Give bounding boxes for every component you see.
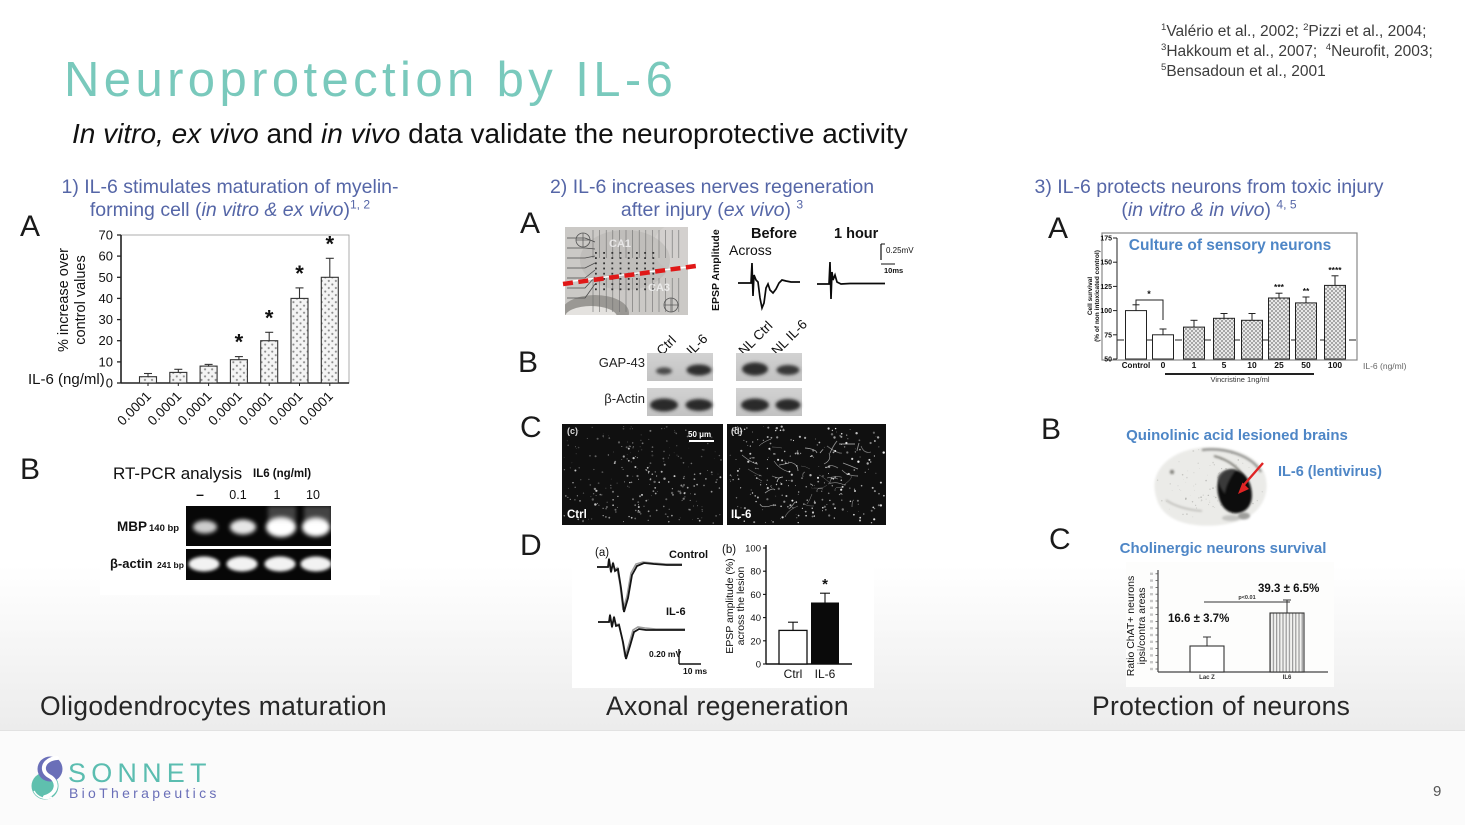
svg-text:Control: Control <box>1122 361 1150 370</box>
svg-text:–: – <box>196 486 204 502</box>
svg-text:10: 10 <box>1247 360 1257 370</box>
svg-text:1 hour: 1 hour <box>834 226 879 242</box>
svg-text:1: 1 <box>274 488 281 502</box>
svg-text:Before: Before <box>751 226 797 242</box>
svg-text:0.20 mV: 0.20 mV <box>649 649 681 659</box>
svg-text:10 ms: 10 ms <box>683 666 707 676</box>
svg-text:*: * <box>326 231 335 256</box>
svg-text:IL-6 (ng/ml): IL-6 (ng/ml) <box>1363 361 1407 371</box>
svg-text:Control: Control <box>669 549 708 561</box>
svg-text:IL-6: IL-6 <box>815 667 836 681</box>
svg-text:0: 0 <box>106 376 113 391</box>
svg-text:RT-PCR analysis: RT-PCR analysis <box>113 464 242 483</box>
svg-text:10: 10 <box>99 354 113 369</box>
svg-text:*: * <box>235 330 244 355</box>
svg-text:39.3 ± 6.5%: 39.3 ± 6.5% <box>1258 583 1319 595</box>
svg-text:25: 25 <box>1274 360 1284 370</box>
svg-text:% increase over: % increase over <box>56 248 72 352</box>
svg-text:IL-6: IL-6 <box>666 606 686 618</box>
svg-text:16.6 ± 3.7%: 16.6 ± 3.7% <box>1168 613 1229 625</box>
svg-text:40: 40 <box>750 613 761 624</box>
svg-text:0.1: 0.1 <box>229 488 246 502</box>
svg-text:20: 20 <box>99 333 113 348</box>
svg-text:50 μm: 50 μm <box>688 430 711 439</box>
svg-text:100: 100 <box>745 544 761 555</box>
svg-text:IL-6 (lentivirus): IL-6 (lentivirus) <box>1278 464 1382 480</box>
svg-text:Quinolinic acid lesioned brain: Quinolinic acid lesioned brains <box>1126 427 1348 444</box>
svg-text:**: ** <box>1303 286 1310 296</box>
svg-text:10: 10 <box>306 488 320 502</box>
svg-text:Across: Across <box>729 242 772 258</box>
svg-text:70: 70 <box>99 228 113 243</box>
svg-text:*: * <box>822 576 828 593</box>
svg-text:Lac Z: Lac Z <box>1199 675 1215 681</box>
svg-text:80: 80 <box>750 567 761 578</box>
svg-text:EPSP Amplitude: EPSP Amplitude <box>710 229 722 311</box>
svg-text:150: 150 <box>1100 260 1112 267</box>
svg-text:across the lesion: across the lesion <box>735 566 747 645</box>
svg-text:140 bp: 140 bp <box>149 523 179 534</box>
svg-text:(d): (d) <box>731 426 743 436</box>
svg-text:p<0.01: p<0.01 <box>1238 595 1255 601</box>
svg-text:NL IL-6: NL IL-6 <box>769 317 811 359</box>
svg-text:Cell survival: Cell survival <box>1087 277 1094 315</box>
svg-text:Culture of sensory neurons: Culture of sensory neurons <box>1129 237 1331 254</box>
svg-text:20: 20 <box>750 636 761 647</box>
svg-text:100: 100 <box>1328 360 1342 370</box>
svg-text:BioTherapeutics: BioTherapeutics <box>69 785 220 801</box>
svg-text:0: 0 <box>1161 360 1166 370</box>
svg-text:ipsi/contra areas: ipsi/contra areas <box>1136 587 1148 664</box>
svg-text:Ctrl: Ctrl <box>784 667 803 681</box>
svg-text:(a): (a) <box>595 547 609 559</box>
svg-text:60: 60 <box>99 249 113 264</box>
svg-text:50: 50 <box>1301 360 1311 370</box>
svg-text:30: 30 <box>99 312 113 327</box>
svg-text:*: * <box>265 305 274 330</box>
svg-text:(% of non intoxicated control): (% of non intoxicated control) <box>1094 250 1101 342</box>
svg-text:EPSP amplitude (%): EPSP amplitude (%) <box>724 558 736 654</box>
svg-text:100: 100 <box>1100 308 1112 315</box>
svg-text:β-Actin: β-Actin <box>604 391 645 406</box>
svg-text:Vincristine 1ng/ml: Vincristine 1ng/ml <box>1210 375 1269 384</box>
svg-text:(b): (b) <box>722 544 736 556</box>
svg-text:40: 40 <box>99 291 113 306</box>
svg-text:*: * <box>295 261 304 286</box>
svg-text:Ratio ChAT+ neurons: Ratio ChAT+ neurons <box>1125 576 1137 676</box>
svg-text:IL6 (ng/ml): IL6 (ng/ml) <box>253 468 311 480</box>
svg-text:Cholinergic neurons survival: Cholinergic neurons survival <box>1120 540 1327 557</box>
svg-text:125: 125 <box>1100 284 1112 291</box>
svg-text:β-actin: β-actin <box>110 556 153 571</box>
svg-text:*: * <box>1147 289 1151 299</box>
svg-text:***: *** <box>1274 282 1285 292</box>
svg-text:CA3: CA3 <box>648 282 670 294</box>
svg-text:(c): (c) <box>567 426 578 436</box>
svg-text:SONNET: SONNET <box>68 758 212 788</box>
svg-text:Ctrl: Ctrl <box>567 509 587 521</box>
svg-text:IL-6 (ng/ml): IL-6 (ng/ml) <box>28 371 105 388</box>
svg-text:IL6: IL6 <box>1283 675 1292 681</box>
svg-text:****: **** <box>1328 265 1342 275</box>
svg-text:5: 5 <box>1222 360 1227 370</box>
svg-text:60: 60 <box>750 590 761 601</box>
svg-text:0.0001: 0.0001 <box>296 389 336 429</box>
svg-text:CA1: CA1 <box>609 238 631 250</box>
svg-text:0: 0 <box>756 660 761 671</box>
svg-text:0.25mV: 0.25mV <box>886 246 914 255</box>
svg-text:MBP: MBP <box>117 519 147 534</box>
svg-text:175: 175 <box>1100 236 1112 243</box>
svg-text:50: 50 <box>1104 357 1112 364</box>
svg-text:1: 1 <box>1192 360 1197 370</box>
svg-text:50: 50 <box>99 270 113 285</box>
svg-text:control values: control values <box>73 255 89 344</box>
svg-text:10ms: 10ms <box>884 266 903 275</box>
svg-text:241 bp: 241 bp <box>157 560 184 570</box>
svg-text:75: 75 <box>1104 332 1112 339</box>
svg-text:IL-6: IL-6 <box>731 509 751 521</box>
svg-text:NL Ctrl: NL Ctrl <box>736 318 776 358</box>
svg-text:GAP-43: GAP-43 <box>599 355 645 370</box>
